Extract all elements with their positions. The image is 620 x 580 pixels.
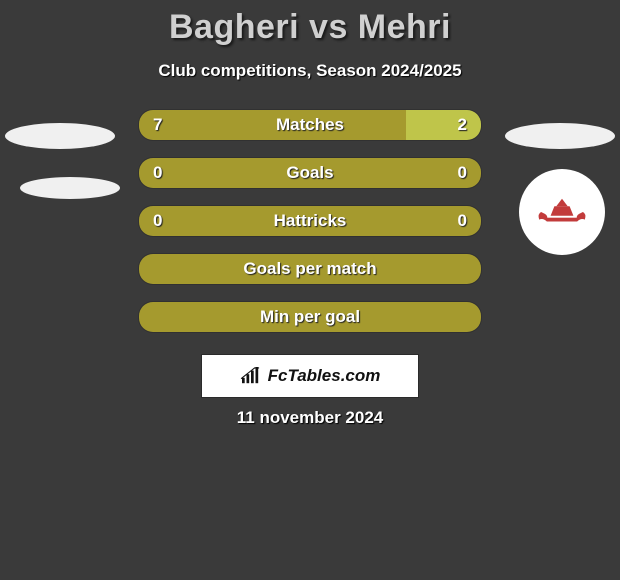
stat-row-matches: 7 Matches 2: [138, 109, 482, 141]
stat-bar-left: [139, 254, 481, 284]
stats-area: 7 Matches 2 0 Goals 0 0 Hattricks 0: [0, 109, 620, 369]
stat-bar-left: [139, 302, 481, 332]
player-left-placeholder-1: [5, 123, 115, 149]
player-right-placeholder: [505, 123, 615, 149]
club-logo-icon: [533, 193, 591, 231]
page-title: Bagheri vs Mehri: [0, 0, 620, 47]
stat-bars: 7 Matches 2 0 Goals 0 0 Hattricks 0: [138, 109, 482, 349]
player-left-placeholder-2: [20, 177, 120, 199]
stat-bar-left: [139, 110, 406, 140]
stat-bar-left: [139, 158, 481, 188]
bar-chart-icon: [240, 367, 262, 385]
stat-row-min-per-goal: Min per goal: [138, 301, 482, 333]
stat-row-goals: 0 Goals 0: [138, 157, 482, 189]
date-label: 11 november 2024: [0, 408, 620, 428]
stat-bar-right: [406, 110, 481, 140]
stat-bar-left: [139, 206, 481, 236]
fctables-label: FcTables.com: [268, 366, 381, 386]
player-right-club-badge: [519, 169, 605, 255]
fctables-watermark: FcTables.com: [201, 354, 419, 398]
page-subtitle: Club competitions, Season 2024/2025: [0, 61, 620, 81]
comparison-page: Bagheri vs Mehri Club competitions, Seas…: [0, 0, 620, 580]
stat-row-goals-per-match: Goals per match: [138, 253, 482, 285]
stat-row-hattricks: 0 Hattricks 0: [138, 205, 482, 237]
